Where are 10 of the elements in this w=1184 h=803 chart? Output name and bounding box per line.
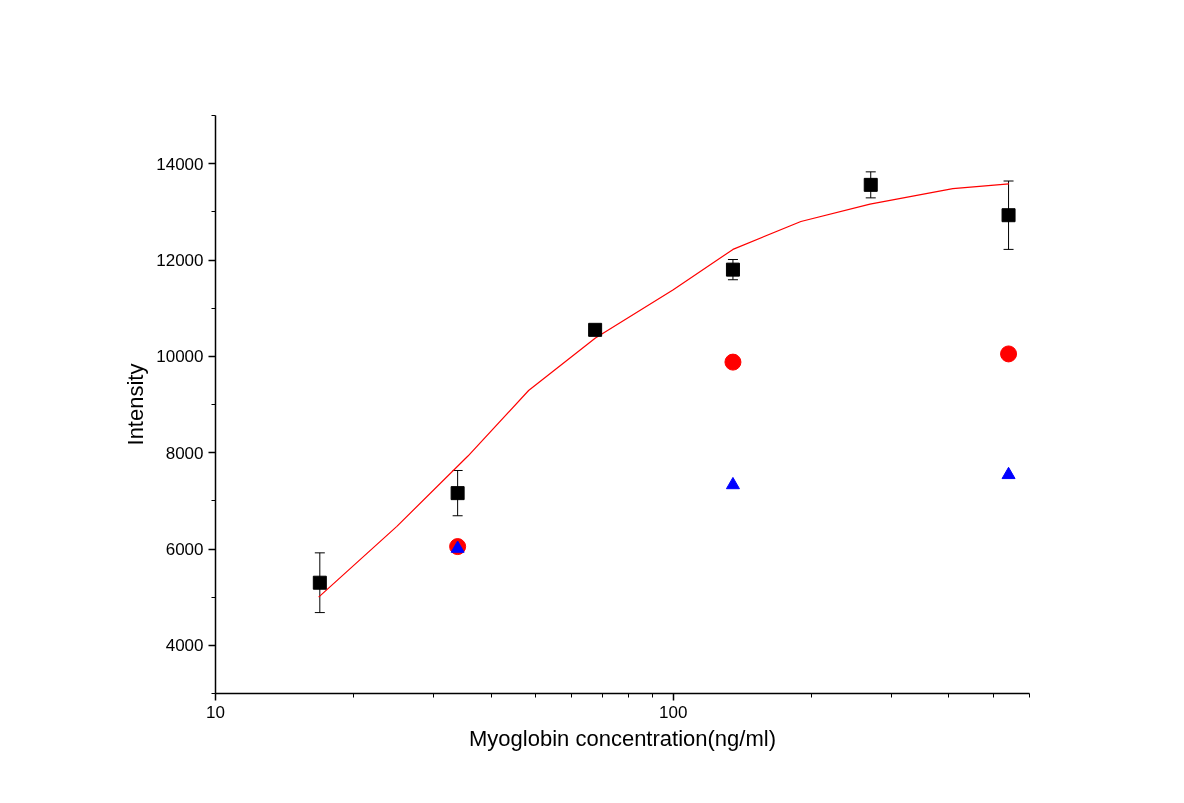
x-axis-title: Myoglobin concentration(ng/ml): [469, 725, 776, 751]
y-tick-label: 10000: [156, 347, 204, 367]
x-tick-label: 10: [206, 702, 225, 722]
x-tick-label: 100: [659, 702, 688, 722]
y-tick-label: 14000: [156, 154, 204, 174]
y-tick-label: 6000: [165, 540, 204, 559]
y-tick-label: 4000: [165, 636, 204, 656]
y-tick-label: 8000: [165, 443, 204, 463]
y-axis-title: Intensity: [123, 363, 149, 446]
y-tick-label: 12000: [156, 251, 204, 270]
